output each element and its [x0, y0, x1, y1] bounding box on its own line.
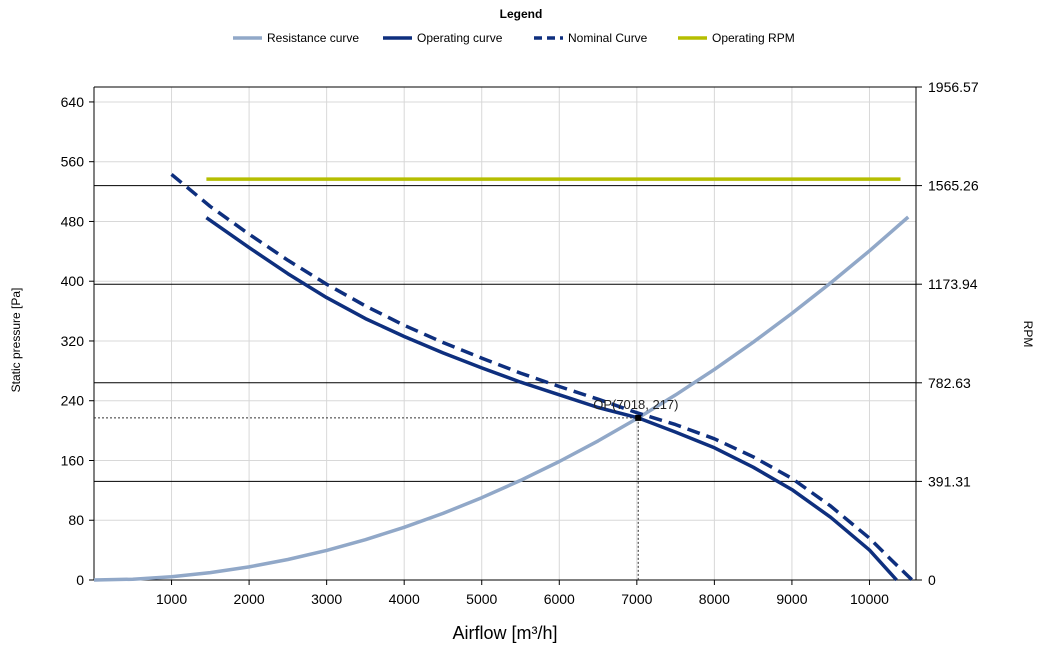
x-tick-label: 5000	[466, 591, 497, 607]
y2-axis-label: RPM	[1021, 321, 1035, 348]
x-tick-label: 9000	[776, 591, 807, 607]
series-line-nominal	[170, 173, 914, 582]
operating-point-group: OP(7018, 217)	[94, 397, 679, 580]
x-tick-label: 6000	[544, 591, 575, 607]
x-tick-label: 3000	[311, 591, 342, 607]
legend: Legend Resistance curve Operating curve No…	[233, 7, 795, 45]
x-tick-label: 8000	[699, 591, 730, 607]
y-tick-label: 480	[61, 213, 85, 229]
legend-label-resistance: Resistance curve	[267, 31, 359, 45]
series-line-resistance	[93, 215, 910, 582]
x-tick-label: 2000	[234, 591, 265, 607]
y-tick-label: 640	[61, 94, 85, 110]
legend-label-operating: Operating curve	[417, 31, 503, 45]
y-tick-label: 80	[68, 512, 84, 528]
y2-tick-label: 0	[928, 572, 936, 588]
x-tick-label: 7000	[621, 591, 652, 607]
series-line-operating	[205, 216, 898, 582]
y2-tick-label: 782.63	[928, 375, 971, 391]
y-tick-label: 400	[61, 273, 85, 289]
y2-tick-label: 1565.26	[928, 178, 979, 194]
y2-tick-label: 1956.57	[928, 79, 979, 95]
x-tick-label: 4000	[389, 591, 420, 607]
y-tick-label: 160	[61, 452, 85, 468]
x-axis-label: Airflow [m³/h]	[452, 623, 557, 643]
legend-title: Legend	[500, 7, 543, 21]
x-tick-label: 1000	[156, 591, 187, 607]
y-tick-label: 560	[61, 154, 85, 170]
grid	[94, 87, 916, 581]
y2-tick-label: 1173.94	[928, 276, 978, 292]
y-axis-label: Static pressure [Pa]	[9, 288, 23, 393]
y-tick-label: 240	[61, 393, 85, 409]
y-tick-label: 0	[76, 572, 84, 588]
series-group	[93, 173, 914, 582]
x-tick-label: 10000	[850, 591, 889, 607]
y-tick-label: 320	[61, 333, 85, 349]
legend-label-nominal: Nominal Curve	[568, 31, 648, 45]
legend-label-rpm: Operating RPM	[712, 31, 795, 45]
y2-tick-label: 391.31	[928, 473, 971, 489]
rpm-gridlines	[94, 185, 916, 482]
operating-point-marker	[635, 414, 642, 421]
axes: 1000 2000 3000 4000 5000 6000 7000 8000 9000 1000…	[61, 79, 979, 607]
operating-point-label: OP(7018, 217)	[593, 397, 678, 412]
